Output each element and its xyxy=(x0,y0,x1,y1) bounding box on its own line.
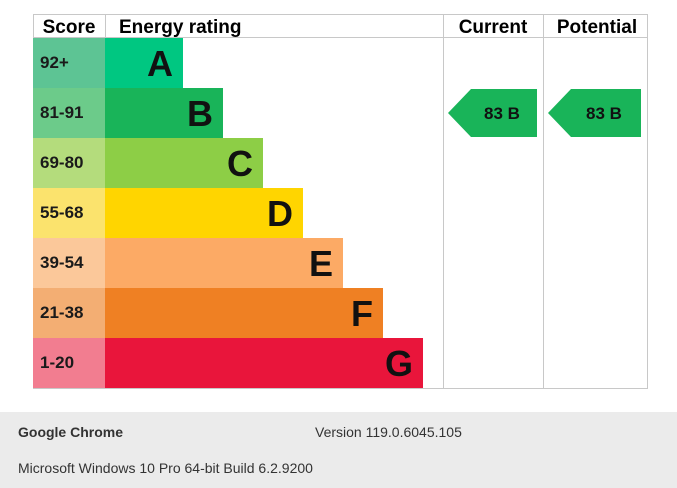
rating-letter-a: A xyxy=(147,43,173,84)
header-score: Score xyxy=(43,17,96,38)
score-label-d: 55-68 xyxy=(40,203,83,222)
rating-bar-f xyxy=(105,288,383,338)
rating-bar-c xyxy=(105,138,263,188)
rating-indicators: 83 B 83 B xyxy=(448,89,641,137)
potential-rating-label: 83 B xyxy=(586,104,622,123)
rating-letter-b: B xyxy=(187,93,213,134)
score-box-f xyxy=(33,288,105,338)
rating-bar-d xyxy=(105,188,303,238)
rating-bar-a xyxy=(105,38,183,88)
current-rating-arrow xyxy=(448,89,537,137)
rating-letter-g: G xyxy=(385,343,413,384)
header-energy-rating: Energy rating xyxy=(119,17,241,38)
rating-bands: 92+ A 81-91 B 69-80 C 55-68 D 39-54 E 21-38 F 1-20 G xyxy=(33,38,423,388)
score-box-b xyxy=(33,88,105,138)
score-box-e xyxy=(33,238,105,288)
rating-letter-e: E xyxy=(309,243,333,284)
header-row: Score Energy rating Current Potential xyxy=(43,17,638,38)
os-info: Microsoft Windows 10 Pro 64-bit Build 6.… xyxy=(18,460,313,476)
energy-rating-chart: Score Energy rating Current Potential 92… xyxy=(33,14,648,389)
rating-letter-c: C xyxy=(227,143,253,184)
rating-letter-d: D xyxy=(267,193,293,234)
score-label-a: 92+ xyxy=(40,53,69,72)
rating-bar-g xyxy=(105,338,423,388)
header-potential: Potential xyxy=(557,17,637,38)
current-rating-label: 83 B xyxy=(484,104,520,123)
rating-letter-f: F xyxy=(351,293,373,334)
score-label-c: 69-80 xyxy=(40,153,83,172)
header-current: Current xyxy=(459,17,528,38)
score-box-g xyxy=(33,338,105,388)
score-label-g: 1-20 xyxy=(40,353,74,372)
score-box-c xyxy=(33,138,105,188)
browser-name: Google Chrome xyxy=(18,424,124,440)
score-box-d xyxy=(33,188,105,238)
score-label-e: 39-54 xyxy=(40,253,84,272)
potential-rating-arrow xyxy=(548,89,641,137)
score-label-f: 21-38 xyxy=(40,303,83,322)
score-label-b: 81-91 xyxy=(40,103,83,122)
browser-info-footer: Google Chrome Version 119.0.6045.105 Mic… xyxy=(0,412,677,488)
rating-bar-b xyxy=(105,88,223,138)
score-box-a xyxy=(33,38,105,88)
rating-bar-e xyxy=(105,238,343,288)
browser-version: Version 119.0.6045.105 xyxy=(315,424,462,440)
